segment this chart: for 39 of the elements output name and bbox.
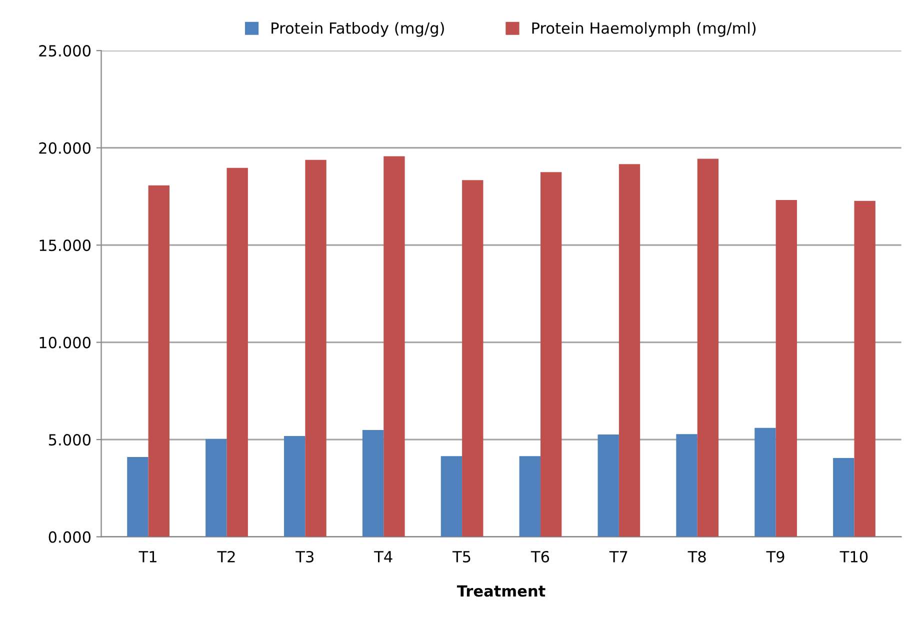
bar — [440, 456, 462, 537]
x-tick-label: T8 — [688, 550, 706, 563]
bar — [305, 160, 326, 537]
bar — [284, 436, 306, 537]
bar — [362, 430, 384, 537]
bar — [519, 456, 540, 537]
bar — [226, 168, 248, 537]
y-tick-label: 25.000 — [39, 45, 91, 57]
y-tick-label: 20.000 — [39, 142, 91, 154]
bar — [776, 200, 797, 537]
x-tick-label: T9 — [766, 550, 784, 563]
x-axis-title: Treatment — [456, 585, 546, 597]
bar — [618, 164, 640, 537]
legend-label: Protein Haemolymph (mg/ml) — [532, 22, 756, 37]
bar — [148, 185, 170, 537]
bar — [540, 172, 562, 537]
x-tick-label: T5 — [452, 551, 470, 563]
x-tick-label: T3 — [296, 550, 314, 563]
bar — [676, 434, 698, 537]
bar — [206, 438, 227, 537]
bar — [127, 457, 148, 537]
x-tick-label: T4 — [374, 551, 392, 562]
bar — [833, 458, 854, 537]
x-tick-label: T7 — [609, 551, 628, 562]
x-tick-label: T10 — [840, 550, 868, 563]
bar — [754, 428, 776, 537]
bar — [384, 156, 405, 537]
y-tick-label: 5.000 — [48, 434, 91, 446]
bar — [697, 158, 719, 537]
x-tick-label: T1 — [138, 551, 156, 562]
y-tick-label: 10.000 — [40, 336, 91, 348]
y-tick-label: 15.000 — [40, 240, 91, 252]
bar — [462, 180, 484, 537]
x-tick-label: T2 — [217, 550, 235, 562]
y-tick-label: 0.000 — [48, 531, 91, 543]
x-tick-label: T6 — [530, 550, 550, 563]
legend-label: Protein Fatbody (mg/g) — [272, 22, 444, 37]
bar — [854, 200, 876, 537]
bar — [598, 434, 619, 537]
